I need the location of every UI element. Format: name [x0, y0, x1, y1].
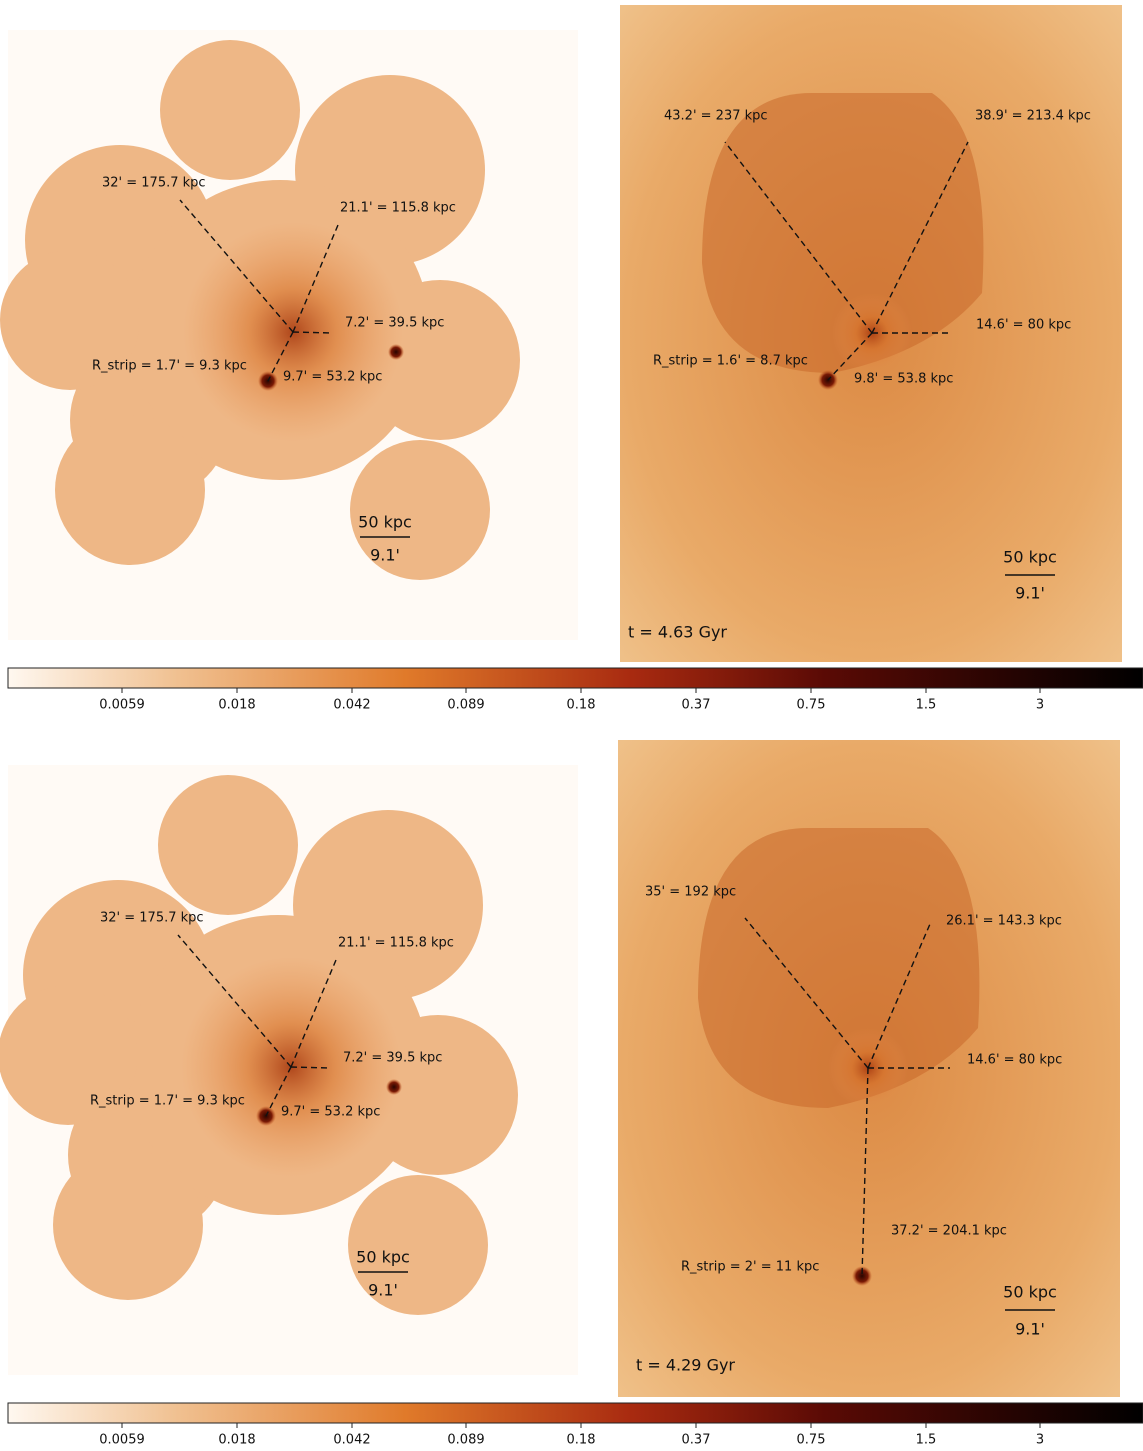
annotation: 9.8' = 53.8 kpc: [854, 372, 953, 387]
stripped-gas: [702, 93, 984, 373]
dashed-line: [265, 1066, 292, 1117]
colorbar-tick-label: 1.5: [916, 698, 937, 713]
annotation: 14.6' = 80 kpc: [976, 318, 1071, 333]
observed-field: [0, 985, 138, 1125]
scale-length: 50 kpc: [1003, 548, 1057, 567]
scale-angle: 9.1': [368, 1281, 398, 1300]
observed-field: [350, 440, 490, 580]
dashed-line: [267, 331, 294, 382]
colorbar-tick-label: 3: [1036, 698, 1044, 713]
colorbar-tick-label: 3: [1036, 1433, 1044, 1448]
colorbar-tick-label: 0.75: [797, 698, 826, 713]
colorbar: [7, 1402, 1143, 1424]
dashed-line: [744, 917, 869, 1069]
annotation: 26.1' = 143.3 kpc: [946, 914, 1062, 929]
annotation: 7.2' = 39.5 kpc: [345, 316, 444, 331]
dashed-line: [827, 332, 873, 381]
galaxy: [852, 1266, 872, 1286]
galaxy: [388, 344, 404, 360]
colorbar-tick-label: 0.089: [447, 1433, 484, 1448]
annotation: 21.1' = 115.8 kpc: [338, 936, 454, 951]
annotation: 35' = 192 kpc: [645, 885, 736, 900]
colorbar-tick-label: 0.18: [567, 698, 596, 713]
dashed-line: [179, 199, 294, 333]
dashed-line: [177, 934, 292, 1068]
dashed-line: [867, 923, 931, 1069]
annotation: 32' = 175.7 kpc: [100, 911, 204, 926]
scale-length: 50 kpc: [356, 1248, 410, 1267]
annotation: R_strip = 1.7' = 9.3 kpc: [92, 359, 247, 374]
observed-field: [0, 250, 140, 390]
colorbar-tick-label: 0.37: [682, 1433, 711, 1448]
colorbar-tick-label: 0.018: [218, 1433, 255, 1448]
colorbar-tick-label: 0.042: [333, 1433, 370, 1448]
annotation: R_strip = 2' = 11 kpc: [681, 1260, 819, 1275]
annotation: 9.7' = 53.2 kpc: [283, 370, 382, 385]
colorbar-tick-label: 0.37: [682, 698, 711, 713]
annotation: 21.1' = 115.8 kpc: [340, 201, 456, 216]
colorbar-tick-label: 0.0059: [99, 1433, 145, 1448]
dashed-line: [724, 141, 873, 334]
scale-angle: 9.1': [1015, 1320, 1045, 1339]
colorbar-tick-label: 0.018: [218, 698, 255, 713]
annotation: 43.2' = 237 kpc: [664, 109, 768, 124]
scale-angle: 9.1': [1015, 584, 1045, 603]
annotation: 9.7' = 53.2 kpc: [281, 1105, 380, 1120]
colorbar-tick-label: 1.5: [916, 1433, 937, 1448]
scale-length: 50 kpc: [1003, 1283, 1057, 1302]
stripped-gas: [698, 828, 980, 1108]
dashed-line: [861, 1067, 869, 1277]
time-label: t = 4.63 Gyr: [628, 623, 727, 642]
colorbar: [7, 667, 1143, 689]
colorbar-tick-label: 0.0059: [99, 698, 145, 713]
observed-field: [53, 1150, 203, 1300]
scale-angle: 9.1': [370, 546, 400, 565]
annotation: 14.6' = 80 kpc: [967, 1053, 1062, 1068]
colorbar-tick-label: 0.042: [333, 698, 370, 713]
colorbar-tick-label: 0.18: [567, 1433, 596, 1448]
annotation: 7.2' = 39.5 kpc: [343, 1051, 442, 1066]
scale-length: 50 kpc: [358, 513, 412, 532]
dashed-line: [290, 1066, 332, 1069]
observed-field: [348, 1175, 488, 1315]
annotation: 32' = 175.7 kpc: [102, 176, 206, 191]
annotation: 38.9' = 213.4 kpc: [975, 109, 1091, 124]
colorbar-tick-label: 0.75: [797, 1433, 826, 1448]
dashed-line: [871, 141, 969, 334]
observed-field: [158, 775, 298, 915]
annotation: R_strip = 1.6' = 8.7 kpc: [653, 354, 808, 369]
annotation: R_strip = 1.7' = 9.3 kpc: [90, 1094, 245, 1109]
colorbar-tick-label: 0.089: [447, 698, 484, 713]
annotation: 37.2' = 204.1 kpc: [891, 1224, 1007, 1239]
observed-field: [55, 415, 205, 565]
galaxy: [386, 1079, 402, 1095]
dashed-line: [292, 331, 334, 334]
observed-field: [160, 40, 300, 180]
time-label: t = 4.29 Gyr: [636, 1356, 735, 1375]
